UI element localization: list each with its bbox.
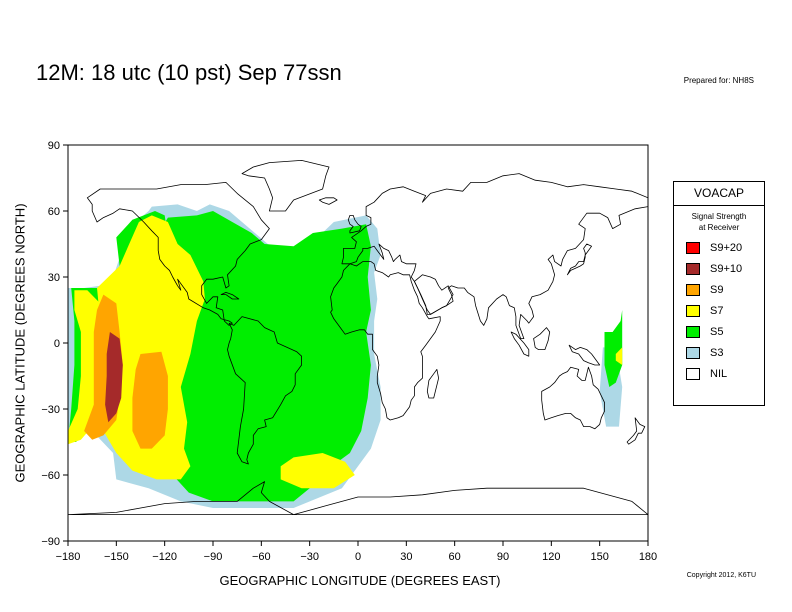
continent-outline-sumatra <box>510 331 530 357</box>
signal-regions <box>68 204 623 508</box>
legend-item-s5: S5 <box>674 322 764 341</box>
copyright-label: Copyright 2012, K6TU <box>686 572 756 579</box>
legend-label-s9-10: S9+10 <box>710 262 743 275</box>
y-tick-label: −90 <box>41 536 60 548</box>
x-tick-label: 0 <box>355 551 361 563</box>
signal-region-s7-13 <box>615 347 623 365</box>
continent-outline-britain <box>347 214 362 234</box>
x-tick-label: −90 <box>204 551 223 563</box>
continent-outline-south-america <box>227 316 303 465</box>
continent-outlines <box>68 159 648 515</box>
y-tick-label: 30 <box>48 272 60 284</box>
x-tick-label: 120 <box>542 551 560 563</box>
legend-label-nil: NIL <box>710 367 728 380</box>
x-tick-label: 150 <box>590 551 608 563</box>
prepared-for-label: Prepared for: NH8S <box>683 76 754 85</box>
legend-item-s3: S3 <box>674 343 764 362</box>
map-title: 12M: 18 utc (10 pst) Sep 77ssn <box>36 60 342 85</box>
x-tick-label: 60 <box>449 551 461 563</box>
continent-outline-cuba <box>220 291 240 300</box>
x-tick-label: −30 <box>300 551 319 563</box>
legend-swatch-s9-20 <box>686 241 700 254</box>
legend-subtitle-line1: Signal Strength <box>691 212 747 221</box>
continent-outline-japan <box>567 243 592 276</box>
continent-outline-arabia <box>413 274 454 315</box>
signal-region-s5-12 <box>604 310 623 387</box>
legend-subtitle-line2: at Receiver <box>698 223 740 232</box>
legend-item-s7: S7 <box>674 301 764 320</box>
x-tick-label: 30 <box>400 551 412 563</box>
x-tick-label: −60 <box>252 551 271 563</box>
y-tick-label: 60 <box>48 206 60 218</box>
continent-outline-north-america <box>86 181 270 326</box>
signal-region-s9-9 <box>132 351 168 449</box>
continent-outline-borneo <box>533 327 551 351</box>
legend-item-s9: S9 <box>674 280 764 299</box>
signal-region-s5-2 <box>161 211 371 502</box>
y-axis-label: GEOGRAPHIC LATITUDE (DEGREES NORTH) <box>12 203 28 483</box>
x-axis-label: GEOGRAPHIC LONGITUDE (DEGREES EAST) <box>219 573 501 588</box>
continent-outline-africa <box>330 261 441 421</box>
signal-region-s7-7 <box>280 453 355 489</box>
legend-label-s9-20: S9+20 <box>710 241 743 254</box>
y-tick-label: −60 <box>41 470 60 482</box>
legend-label-s7: S7 <box>710 304 724 317</box>
y-tick-label: 90 <box>48 140 60 152</box>
legend-item-s9-10: S9+10 <box>674 259 764 278</box>
legend-title: VOACAP <box>674 182 764 206</box>
y-tick-label: 0 <box>54 338 60 350</box>
legend-swatch-s9 <box>686 283 700 296</box>
x-tick-label: −150 <box>104 551 129 563</box>
continent-outline-eurasia <box>341 173 648 340</box>
legend-swatch-s7 <box>686 304 700 317</box>
legend-label-s5: S5 <box>710 325 724 338</box>
legend-item-nil: NIL <box>674 364 764 383</box>
legend-subtitle: Signal Strength at Receiver <box>674 211 764 233</box>
x-tick-label: 90 <box>497 551 509 563</box>
legend-swatch-nil <box>686 367 700 380</box>
legend-item-s9-20: S9+20 <box>674 238 764 257</box>
continent-outline-greenland <box>241 159 330 212</box>
legend-label-s3: S3 <box>710 346 724 359</box>
legend-swatch-s5 <box>686 325 700 338</box>
y-tick-label: −30 <box>41 404 60 416</box>
continent-outline-iceland <box>318 197 338 205</box>
x-tick-label: −180 <box>56 551 81 563</box>
continent-outline-new-guinea <box>568 344 601 366</box>
x-axis-ticks: −180 −150 −120 −90 −60 −30 0 30 60 90 120 150 180 <box>56 541 657 563</box>
legend-swatch-s9-10 <box>686 262 700 275</box>
legend: VOACAP Signal Strength at Receiver S9+20… <box>673 181 765 406</box>
signal-region-s9-10-10 <box>105 332 123 423</box>
legend-swatch-s3 <box>686 346 700 359</box>
continent-outline-new-zealand <box>626 417 646 445</box>
x-tick-label: 180 <box>639 551 657 563</box>
continent-outline-madagascar <box>426 368 440 399</box>
x-tick-label: −120 <box>152 551 177 563</box>
continent-outline-australia <box>541 366 605 430</box>
continent-outline-antarctica <box>68 481 648 515</box>
y-axis-ticks: 90 60 30 0 −30 −60 −90 <box>41 140 68 548</box>
legend-label-s9: S9 <box>710 283 724 296</box>
